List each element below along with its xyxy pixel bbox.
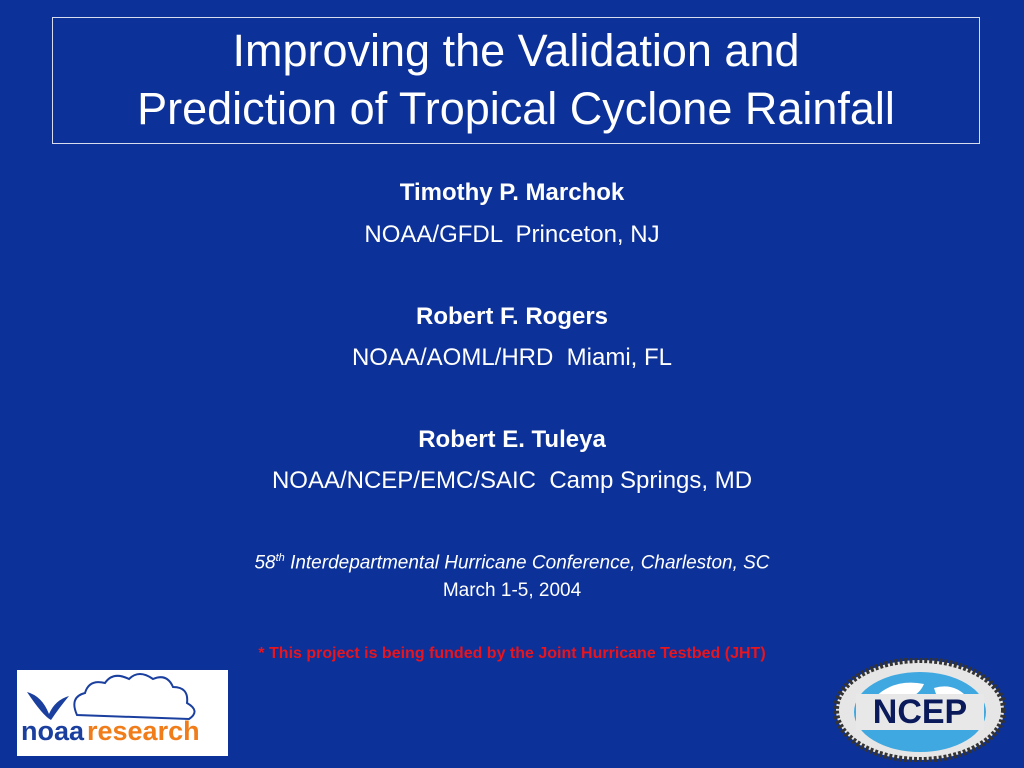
author-name: Timothy P. Marchok — [399, 179, 625, 206]
author-name: Robert F. Rogers — [415, 303, 609, 330]
title-line: Prediction of Tropical Cyclone Rainfall — [137, 83, 895, 134]
title-line: Improving the Validation and — [232, 25, 800, 76]
author-affiliation: NOAA/GFDL Princeton, NJ — [364, 221, 660, 248]
ncep-logo: NCEP — [834, 658, 1006, 762]
noaa-research-logo: noaa research — [17, 670, 228, 756]
conference-number: 58 — [254, 552, 276, 574]
funding-note: * This project is being funded by the Jo… — [258, 645, 766, 662]
title-box: Improving the Validation and Prediction … — [52, 17, 980, 144]
conference-suffix: th — [275, 552, 285, 564]
author-affiliation: NOAA/NCEP/EMC/SAIC Camp Springs, MD — [271, 467, 753, 494]
research-text: research — [87, 716, 200, 746]
conference-name: Interdepartmental Hurricane Conference, … — [290, 552, 770, 574]
noaa-text: noaa — [21, 716, 85, 746]
conference-date: March 1-5, 2004 — [442, 580, 582, 601]
author-affiliation: NOAA/AOML/HRD Miami, FL — [351, 344, 673, 371]
conference: 58th Interdepartmental Hurricane Confere… — [0, 545, 1024, 576]
ncep-text: NCEP — [873, 693, 967, 731]
author-name: Robert E. Tuleya — [418, 426, 606, 453]
